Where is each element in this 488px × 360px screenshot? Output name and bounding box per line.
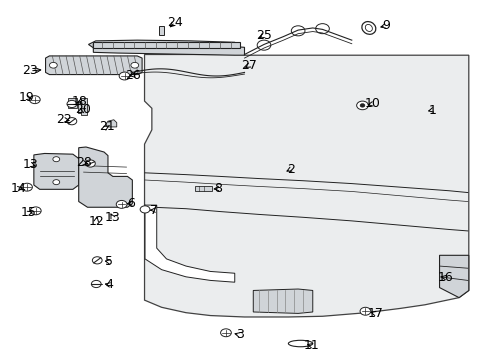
- Circle shape: [91, 280, 101, 288]
- Polygon shape: [34, 153, 79, 189]
- Circle shape: [30, 207, 41, 215]
- Text: 19: 19: [19, 91, 35, 104]
- Text: 20: 20: [75, 103, 90, 116]
- Polygon shape: [45, 56, 142, 75]
- Bar: [194, 186, 212, 192]
- Text: 15: 15: [21, 207, 37, 220]
- Bar: [68, 98, 77, 108]
- Bar: [78, 101, 84, 113]
- Bar: [93, 41, 239, 48]
- Circle shape: [116, 201, 127, 208]
- Polygon shape: [439, 255, 468, 298]
- Circle shape: [119, 72, 130, 80]
- Text: 24: 24: [167, 16, 183, 29]
- Text: 5: 5: [105, 255, 113, 268]
- Circle shape: [67, 118, 77, 125]
- Circle shape: [67, 100, 77, 108]
- Text: 10: 10: [364, 98, 379, 111]
- Circle shape: [92, 257, 102, 264]
- Text: 13: 13: [23, 158, 39, 171]
- Text: 26: 26: [125, 69, 141, 82]
- Circle shape: [359, 307, 370, 315]
- Text: 22: 22: [56, 113, 72, 126]
- Text: 17: 17: [366, 307, 382, 320]
- Circle shape: [53, 157, 60, 162]
- Text: 14: 14: [10, 182, 26, 195]
- Polygon shape: [79, 147, 132, 207]
- Text: 16: 16: [437, 271, 452, 284]
- Circle shape: [53, 180, 60, 185]
- Polygon shape: [158, 26, 163, 35]
- Text: 28: 28: [76, 156, 91, 169]
- Text: 25: 25: [256, 29, 271, 42]
- Circle shape: [131, 62, 139, 68]
- Bar: [81, 98, 86, 116]
- Text: 27: 27: [241, 59, 257, 72]
- Circle shape: [21, 183, 32, 191]
- Circle shape: [140, 206, 150, 213]
- Text: 2: 2: [286, 163, 294, 176]
- Text: 9: 9: [381, 19, 389, 32]
- Polygon shape: [106, 120, 117, 127]
- Text: 18: 18: [72, 95, 87, 108]
- Text: 21: 21: [99, 121, 115, 134]
- Text: 11: 11: [304, 339, 319, 352]
- Text: 1: 1: [427, 104, 435, 117]
- Text: 12: 12: [88, 215, 104, 228]
- Text: 7: 7: [150, 204, 158, 217]
- Text: 13: 13: [105, 211, 121, 224]
- Polygon shape: [144, 54, 468, 317]
- Text: 3: 3: [235, 328, 243, 341]
- Text: 23: 23: [22, 64, 38, 77]
- Circle shape: [359, 104, 364, 107]
- Polygon shape: [253, 289, 312, 314]
- Polygon shape: [145, 205, 234, 282]
- Polygon shape: [93, 44, 244, 55]
- Text: 4: 4: [105, 278, 113, 291]
- Circle shape: [29, 96, 40, 104]
- Text: 6: 6: [127, 197, 135, 210]
- Polygon shape: [88, 40, 239, 54]
- Circle shape: [220, 329, 231, 337]
- Text: 8: 8: [214, 182, 222, 195]
- Circle shape: [356, 101, 367, 110]
- Circle shape: [49, 62, 57, 68]
- Circle shape: [85, 160, 95, 167]
